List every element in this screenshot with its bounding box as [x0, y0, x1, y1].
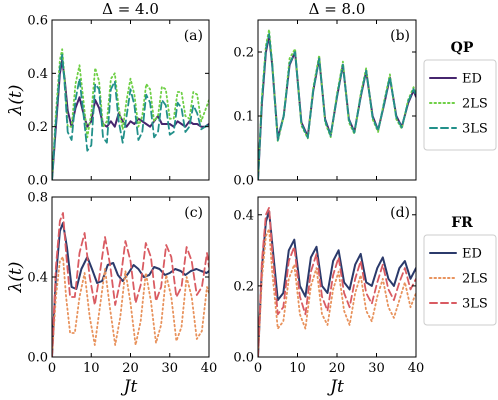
legend-label: ED: [462, 72, 482, 87]
series-line-2ls: [52, 256, 209, 357]
panel-label: (a): [184, 28, 203, 44]
x-tick-label: 20: [329, 361, 346, 376]
x-tick-label: 30: [161, 361, 178, 376]
legend-label: 2LS: [462, 272, 488, 287]
y-axis-label: λ(t): [6, 85, 26, 117]
panel-title: Δ = 8.0: [309, 0, 366, 18]
series-line-3ls: [52, 53, 209, 180]
x-tick-label: 40: [201, 361, 218, 376]
series-line-2ls: [258, 228, 416, 357]
panel-a: 0.0 0.2 0.4 0.6 (a) Δ = 4.0 λ(t): [6, 0, 210, 189]
series-line-ed: [258, 210, 416, 357]
legend-label: 3LS: [462, 122, 488, 137]
panel-d: 0 10 20 30 40 0.0 0.2 0.4 (d) Jt: [233, 196, 425, 397]
legend-label: 2LS: [462, 97, 488, 112]
series-line-3ls: [258, 206, 416, 357]
x-tick-label: 0: [48, 361, 56, 376]
legend-fr: FR ED 2LS 3LS: [423, 215, 497, 326]
panel-label: (b): [390, 28, 410, 44]
panel-c: 0 10 20 30 40 0.0 0.4 0.8 (c) λ(t) Jt: [6, 191, 217, 398]
legend-title: FR: [451, 215, 473, 231]
y-tick-label: 0.4: [27, 271, 48, 286]
series-line-3ls: [258, 33, 416, 180]
series-line-2ls: [52, 48, 209, 180]
y-axis-label: λ(t): [6, 262, 26, 294]
x-tick-label: 20: [122, 361, 139, 376]
x-tick-label: 0: [254, 361, 262, 376]
legend-label: ED: [462, 247, 482, 262]
x-tick-label: 40: [408, 361, 425, 376]
series-line-2ls: [258, 28, 416, 180]
x-axis-label: Jt: [327, 377, 344, 397]
series-line-ed: [258, 35, 416, 180]
x-tick-label: 10: [289, 361, 306, 376]
y-tick-label: 0.2: [27, 120, 48, 135]
y-tick-label: 0.2: [233, 279, 254, 294]
y-tick-label: 0.4: [27, 67, 48, 82]
y-tick-label: 0.6: [27, 14, 48, 29]
legend-qp: QP ED 2LS 3LS: [423, 40, 497, 151]
y-tick-label: 0.1: [233, 110, 254, 125]
y-tick-label: 0.8: [27, 191, 48, 206]
x-tick-label: 30: [368, 361, 385, 376]
y-tick-label: 0.4: [233, 208, 254, 223]
panel-title: Δ = 4.0: [102, 0, 159, 18]
y-tick-label: 0.2: [233, 46, 254, 61]
y-tick-label: 0.0: [233, 174, 254, 189]
series-line-3ls: [52, 212, 209, 357]
panel-label: (d): [390, 205, 410, 221]
x-tick-label: 10: [83, 361, 100, 376]
axes-frame: [51, 196, 210, 358]
y-tick-label: 0.0: [233, 351, 254, 366]
legend-label: 3LS: [462, 297, 488, 312]
y-tick-label: 0.0: [27, 174, 48, 189]
panel-b: 0.0 0.1 0.2 (b) Δ = 8.0: [233, 0, 417, 189]
legend-title: QP: [451, 40, 474, 56]
y-tick-label: 0.0: [27, 351, 48, 366]
panel-label: (c): [184, 205, 203, 221]
x-axis-label: Jt: [121, 377, 138, 397]
